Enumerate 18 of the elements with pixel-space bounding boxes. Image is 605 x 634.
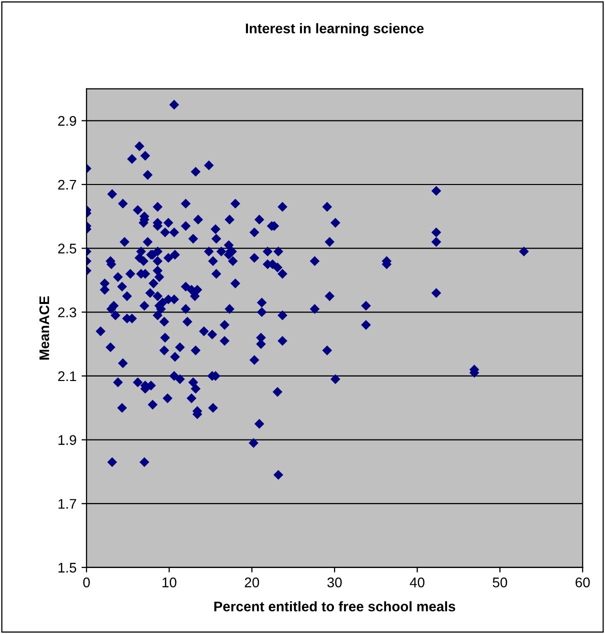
- y-tick-label: 2.5: [58, 244, 76, 254]
- y-tick-label: 2.7: [58, 180, 76, 190]
- x-axis-title: Percent entitled to free school meals: [214, 601, 456, 612]
- x-tick-label: 40: [410, 578, 424, 588]
- x-tick-label: 30: [327, 578, 342, 588]
- x-tick-label: 60: [576, 578, 590, 588]
- y-tick-label: 2.3: [58, 307, 76, 318]
- y-tick-label: 1.7: [58, 499, 76, 509]
- chart-title: Interest in learning science: [246, 23, 424, 36]
- y-tick-label: 2.9: [58, 116, 76, 126]
- y-tick-label: 1.9: [58, 435, 76, 445]
- y-axis-title: MeanACE: [39, 296, 50, 360]
- x-tick-label: 50: [492, 578, 508, 588]
- y-tick-label: 1.5: [58, 562, 76, 573]
- x-tick-label: 10: [162, 578, 176, 588]
- x-tick-label: 20: [244, 578, 260, 588]
- x-tick-label: 0: [83, 578, 90, 588]
- y-tick-label: 2.1: [58, 371, 76, 381]
